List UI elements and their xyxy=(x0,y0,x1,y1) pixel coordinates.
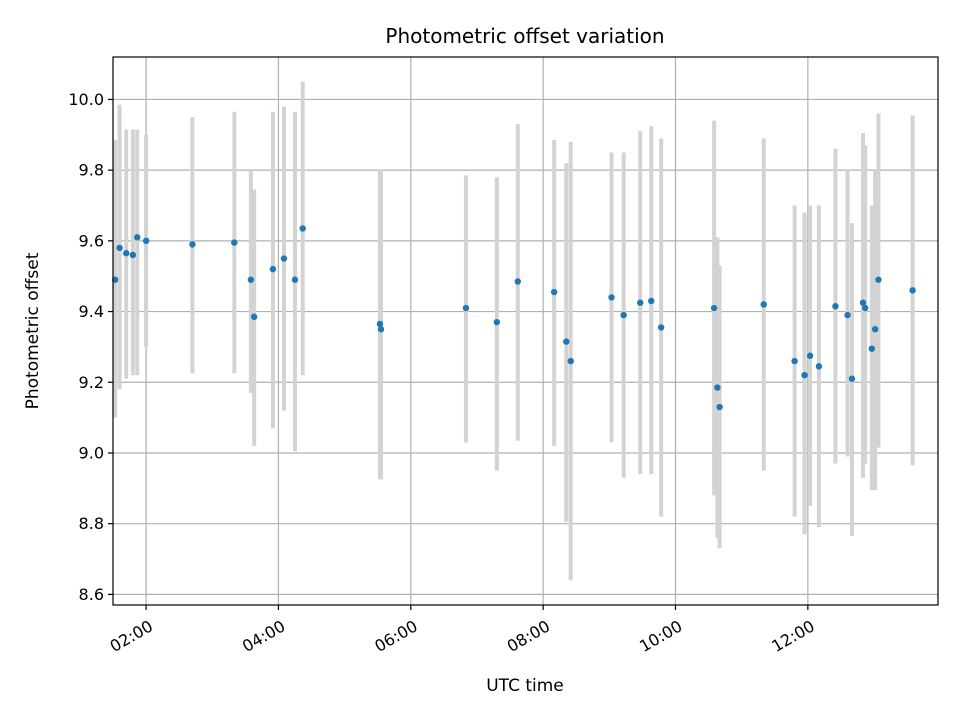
data-point xyxy=(550,288,558,296)
y-tick-label: 8.8 xyxy=(79,514,104,533)
data-point xyxy=(848,375,856,382)
data-point xyxy=(844,311,851,319)
data-point xyxy=(112,276,119,283)
chart-title: Photometric offset variation xyxy=(385,24,664,48)
y-axis-label: Photometric offset xyxy=(23,252,43,409)
data-point xyxy=(189,241,196,248)
data-point xyxy=(567,357,574,365)
data-point xyxy=(462,304,470,312)
data-point xyxy=(231,239,238,246)
data-point xyxy=(608,294,615,301)
data-point xyxy=(514,278,521,285)
data-point xyxy=(806,352,814,359)
data-point xyxy=(250,313,258,321)
data-point xyxy=(563,338,570,345)
data-point xyxy=(648,297,655,305)
data-point xyxy=(909,287,916,294)
data-point xyxy=(710,304,718,312)
y-tick-label: 9.8 xyxy=(79,161,104,180)
data-point xyxy=(493,318,501,326)
data-point xyxy=(859,299,867,306)
data-point xyxy=(815,363,823,370)
data-point xyxy=(247,276,255,283)
y-tick-label: 9.0 xyxy=(79,443,104,462)
data-point xyxy=(269,265,277,273)
data-point xyxy=(760,301,767,308)
data-point xyxy=(832,303,839,310)
data-point xyxy=(714,384,721,391)
data-point xyxy=(299,225,306,232)
data-point xyxy=(129,251,137,259)
data-point xyxy=(280,255,288,262)
data-point xyxy=(657,324,665,331)
data-point xyxy=(142,237,150,245)
x-axis-label: UTC time xyxy=(486,676,564,696)
data-point xyxy=(868,345,876,352)
data-point xyxy=(875,276,882,283)
data-point xyxy=(871,326,879,333)
data-point xyxy=(716,403,723,411)
data-point xyxy=(291,276,299,283)
data-points xyxy=(112,225,916,411)
data-point xyxy=(637,299,644,306)
data-point xyxy=(801,371,808,379)
data-point xyxy=(376,320,384,328)
plot-frame xyxy=(112,56,939,606)
y-tick-label: 8.6 xyxy=(79,585,104,604)
y-tick-label: 9.6 xyxy=(79,231,104,250)
data-point xyxy=(116,244,123,252)
data-point xyxy=(791,357,798,365)
data-point xyxy=(134,234,141,241)
y-tick-label: 9.4 xyxy=(79,302,104,321)
y-tick-label: 9.2 xyxy=(79,373,104,392)
data-point xyxy=(377,326,385,333)
y-tick-label: 10.0 xyxy=(68,90,104,109)
data-point xyxy=(862,304,869,312)
data-point xyxy=(123,250,130,257)
data-point xyxy=(620,311,627,319)
